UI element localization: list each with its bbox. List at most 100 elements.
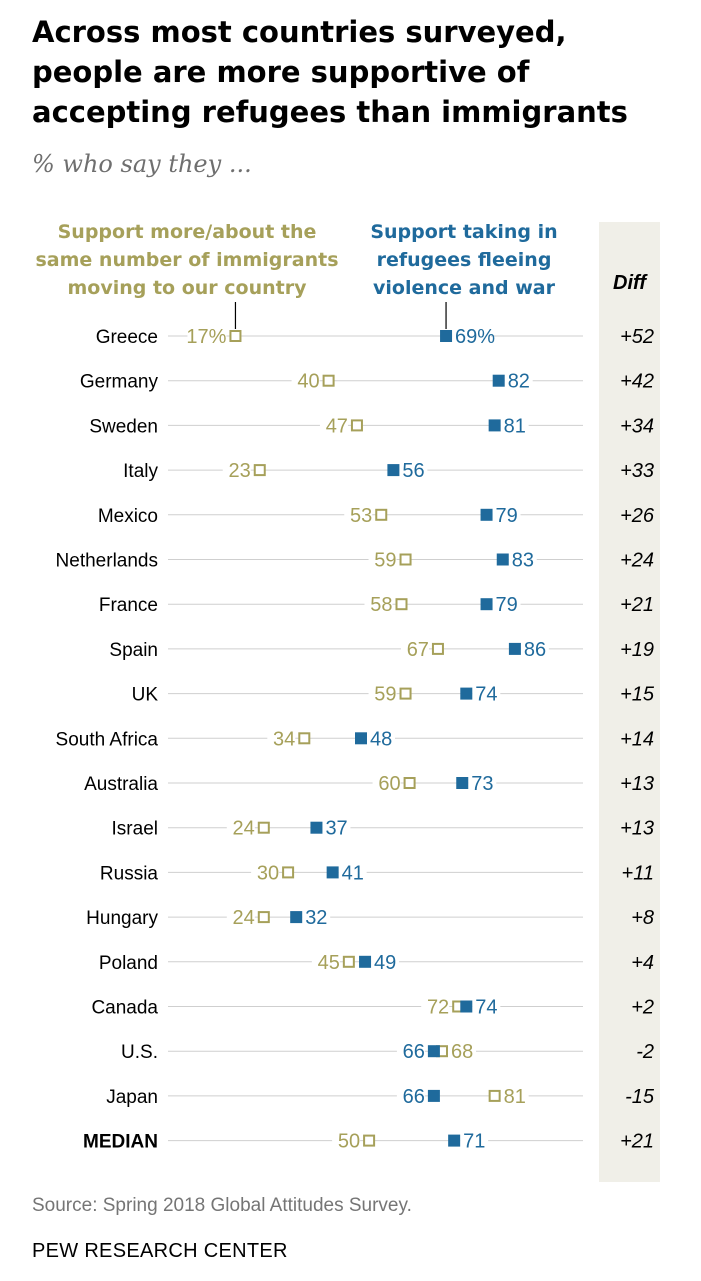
immigrants-value-label: 30 <box>257 862 279 884</box>
immigrants-value-label: 58 <box>370 594 392 616</box>
immigrants-value-label: 60 <box>378 773 400 795</box>
diff-value: +21 <box>620 1131 654 1153</box>
label-knockout <box>472 995 501 1018</box>
diff-value: +14 <box>620 728 654 750</box>
label-knockout <box>368 682 397 705</box>
refugees-marker <box>456 777 469 789</box>
label-knockout <box>222 459 251 482</box>
immigrants-value-label: 59 <box>374 684 396 706</box>
source-note: Source: Spring 2018 Global Attitudes Sur… <box>32 1195 412 1216</box>
immigrants-value-label: 47 <box>326 415 348 437</box>
label-knockout <box>500 1084 529 1107</box>
country-label: UK <box>132 685 159 706</box>
country-label: Poland <box>99 953 158 974</box>
label-knockout <box>368 548 397 571</box>
immigrants-marker <box>399 687 412 700</box>
label-knockout <box>187 325 227 347</box>
label-knockout <box>338 861 367 884</box>
refugees-value-label: 79 <box>496 594 518 616</box>
diff-value: +4 <box>631 952 654 974</box>
legend-immigrants: Support more/about the same number of im… <box>35 221 339 299</box>
label-knockout <box>372 772 401 794</box>
immigrants-marker <box>375 508 388 521</box>
label-knockout <box>421 995 450 1018</box>
diff-value: -15 <box>625 1086 655 1108</box>
refugees-value-label: 66 <box>403 1041 425 1063</box>
immigrants-marker <box>282 866 295 879</box>
label-knockout <box>322 816 351 839</box>
immigrants-value-label: 40 <box>297 371 319 393</box>
refugees-value-label: 71 <box>463 1131 485 1153</box>
country-label: Israel <box>112 819 158 840</box>
refugees-marker <box>508 642 521 655</box>
refugees-marker <box>359 955 372 968</box>
refugees-value-label: 73 <box>471 773 493 795</box>
refugees-marker <box>310 821 323 834</box>
label-knockout <box>371 950 400 973</box>
refugees-marker <box>387 464 400 477</box>
diff-value: -2 <box>636 1041 654 1063</box>
country-label: Sweden <box>89 416 158 437</box>
immigrants-marker <box>342 955 355 968</box>
immigrants-marker <box>350 419 363 432</box>
label-knockout <box>400 637 429 660</box>
diff-value: +26 <box>620 505 655 527</box>
refugees-value-label: 86 <box>524 639 546 661</box>
diff-column-band <box>599 222 660 1182</box>
immigrants-value-label: 81 <box>504 1086 526 1108</box>
refugees-value-label: 49 <box>374 952 396 974</box>
immigrants-marker <box>322 374 335 387</box>
refugees-marker <box>496 553 509 566</box>
refugees-value-label: 37 <box>325 818 347 840</box>
org-credit: PEW RESEARCH CENTER <box>32 1240 288 1262</box>
immigrants-marker <box>399 553 412 566</box>
diff-value: +15 <box>620 684 655 706</box>
label-knockout <box>520 637 549 660</box>
diff-value: +11 <box>622 862 654 884</box>
refugees-marker <box>480 598 493 611</box>
immigrants-value-label: 24 <box>233 907 255 929</box>
diff-value: +52 <box>620 326 654 348</box>
label-knockout <box>302 906 331 929</box>
immigrants-marker <box>257 821 270 834</box>
immigrants-marker <box>257 911 270 924</box>
label-knockout <box>468 772 497 794</box>
immigrants-value-label: 17% <box>186 326 226 348</box>
refugees-marker <box>492 374 505 387</box>
refugees-marker <box>440 330 453 342</box>
label-knockout <box>452 325 492 347</box>
diff-value: +34 <box>620 415 654 437</box>
refugees-marker <box>448 1134 461 1147</box>
label-knockout <box>319 414 348 437</box>
country-label: Italy <box>123 461 158 482</box>
label-knockout <box>492 593 521 616</box>
label-knockout <box>251 861 280 884</box>
diff-value: +8 <box>631 907 654 929</box>
immigrants-value-label: 50 <box>338 1131 360 1153</box>
refugees-marker <box>355 732 367 745</box>
label-knockout <box>332 1129 361 1152</box>
diff-column-header: Diff <box>613 272 646 294</box>
refugees-value-label: 56 <box>402 460 424 482</box>
label-knockout <box>500 414 529 437</box>
country-label: Mexico <box>98 506 158 527</box>
refugees-marker <box>488 419 501 432</box>
immigrants-value-label: 72 <box>427 997 449 1019</box>
refugees-value-label: 66 <box>403 1086 425 1108</box>
immigrants-value-label: 34 <box>273 728 295 750</box>
immigrants-marker <box>403 777 416 789</box>
immigrants-marker <box>395 598 408 611</box>
immigrants-marker <box>431 642 444 655</box>
country-label: Canada <box>91 998 158 1019</box>
country-label: Netherlands <box>56 551 158 572</box>
label-knockout <box>492 503 521 526</box>
refugees-marker <box>480 508 493 521</box>
chart-subtitle: % who say they ... <box>32 150 252 178</box>
country-label: Spain <box>109 640 158 661</box>
label-knockout <box>226 816 255 839</box>
country-label: Russia <box>100 863 159 884</box>
label-knockout <box>396 1084 425 1107</box>
chart-title: Across most countries surveyed, people a… <box>32 15 628 129</box>
refugees-marker <box>427 1045 440 1058</box>
refugees-value-label: 74 <box>475 684 497 706</box>
